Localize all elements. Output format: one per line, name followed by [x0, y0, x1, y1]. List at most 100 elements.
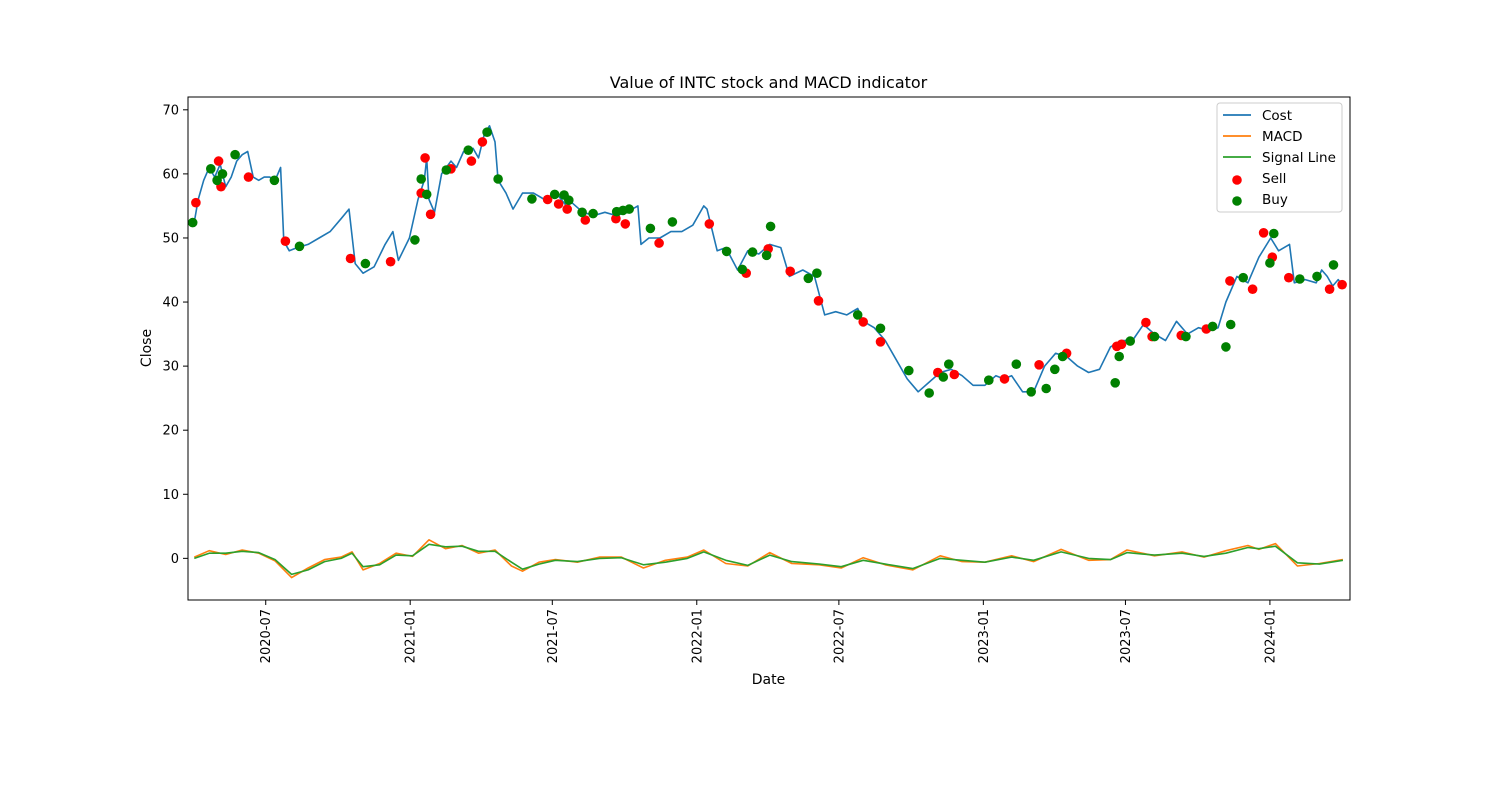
sell-marker: [654, 238, 664, 248]
buy-marker: [410, 235, 420, 245]
buy-marker: [803, 273, 814, 284]
buy-marker: [1207, 321, 1218, 332]
sell-marker: [420, 153, 430, 163]
buy-marker: [1225, 319, 1236, 330]
buy-marker: [765, 221, 776, 232]
sell-marker: [425, 209, 436, 220]
x-tick-label: 2024-01: [1263, 609, 1278, 663]
buy-marker: [230, 149, 240, 160]
buy-marker: [1295, 274, 1305, 284]
legend-entry: Buy: [1262, 192, 1288, 208]
y-tick-label: 20: [162, 424, 179, 439]
y-axis-label: Close: [139, 329, 155, 367]
legend-entry: Sell: [1262, 171, 1286, 187]
buy-marker: [761, 250, 772, 261]
buy-marker: [1312, 271, 1322, 282]
buy-marker: [1149, 331, 1160, 342]
buy-marker: [1125, 336, 1135, 346]
legend-swatch: [1232, 175, 1242, 185]
legend-entry: Signal Line: [1262, 150, 1336, 166]
y-tick-label: 70: [162, 103, 179, 118]
sell-marker: [191, 197, 201, 208]
sell-marker: [553, 199, 564, 209]
sell-marker: [1247, 284, 1258, 295]
buy-marker: [1269, 228, 1279, 239]
buy-marker: [577, 207, 587, 218]
sell-marker: [1337, 279, 1347, 290]
legend-swatch: [1232, 196, 1242, 206]
buy-marker: [294, 241, 305, 252]
sell-marker: [562, 204, 572, 214]
sell-marker: [1225, 276, 1235, 286]
x-tick-label: 2023-01: [977, 609, 992, 663]
plot-area: [187, 125, 1347, 579]
sell-marker: [949, 369, 960, 380]
sell-marker: [620, 219, 631, 229]
buy-marker: [624, 204, 634, 214]
buy-marker: [588, 208, 598, 219]
y-tick-label: 10: [162, 488, 179, 503]
sell-marker: [580, 215, 591, 225]
series-lines: [193, 125, 1344, 579]
buy-marker: [944, 359, 954, 370]
buy-marker: [721, 246, 732, 257]
buy-marker: [645, 223, 656, 234]
sell-marker: [1116, 339, 1127, 350]
y-tick-label: 0: [171, 552, 179, 567]
sell-marker: [858, 317, 868, 327]
scatter-points: [187, 127, 1347, 398]
buy-marker: [206, 164, 216, 174]
chart-title: Value of INTC stock and MACD indicator: [610, 73, 928, 92]
buy-marker: [875, 323, 886, 334]
legend-entry: Cost: [1262, 108, 1292, 124]
sell-marker: [785, 266, 795, 277]
sell-marker: [280, 236, 291, 246]
buy-marker: [416, 174, 427, 184]
buy-marker: [1265, 258, 1275, 268]
buy-marker: [1041, 383, 1051, 394]
buy-marker: [1026, 387, 1036, 397]
sell-marker: [345, 253, 356, 264]
series-line-macd: [193, 539, 1344, 579]
x-axis: 2020-07 2021-01 2021-07 2022-01 2022-07 2023-…: [259, 600, 1278, 663]
legend: Cost MACD Signal Line Sell Buy: [1216, 102, 1343, 213]
sell-marker: [875, 337, 886, 347]
sell-marker: [466, 156, 477, 166]
buy-marker: [217, 169, 228, 179]
legend-box: [1216, 102, 1343, 213]
y-tick-label: 40: [162, 296, 179, 311]
buy-marker: [667, 217, 678, 227]
buy-marker: [463, 145, 474, 155]
buy-marker: [1050, 364, 1060, 375]
buy-marker: [1238, 272, 1248, 283]
buy-marker: [564, 195, 574, 205]
sell-marker: [999, 374, 1010, 384]
buy-marker: [187, 217, 198, 228]
sell-marker: [542, 194, 553, 205]
buy-marker: [527, 194, 537, 204]
sell-marker: [1284, 272, 1294, 283]
y-tick-label: 50: [162, 231, 179, 246]
buy-marker: [421, 189, 432, 200]
buy-marker: [812, 268, 822, 279]
buy-marker: [938, 372, 949, 382]
buy-marker: [1181, 331, 1191, 342]
axes-frame: [187, 96, 1351, 601]
buy-marker: [360, 258, 371, 269]
buy-marker: [1221, 342, 1231, 352]
buy-marker: [1328, 260, 1339, 270]
buy-marker: [441, 165, 452, 175]
sell-marker: [243, 172, 254, 182]
y-axis: 0 10 20 30 40 50 60 70: [162, 103, 188, 567]
buy-marker: [1110, 378, 1120, 388]
legend-entry: MACD: [1262, 129, 1302, 145]
sell-marker: [1034, 360, 1044, 370]
buy-marker: [904, 365, 914, 376]
sell-marker: [1141, 317, 1151, 328]
sell-marker: [611, 213, 621, 224]
sell-marker: [213, 156, 224, 166]
buy-marker: [1011, 359, 1022, 370]
sell-marker: [477, 137, 488, 147]
buy-marker: [737, 264, 748, 275]
